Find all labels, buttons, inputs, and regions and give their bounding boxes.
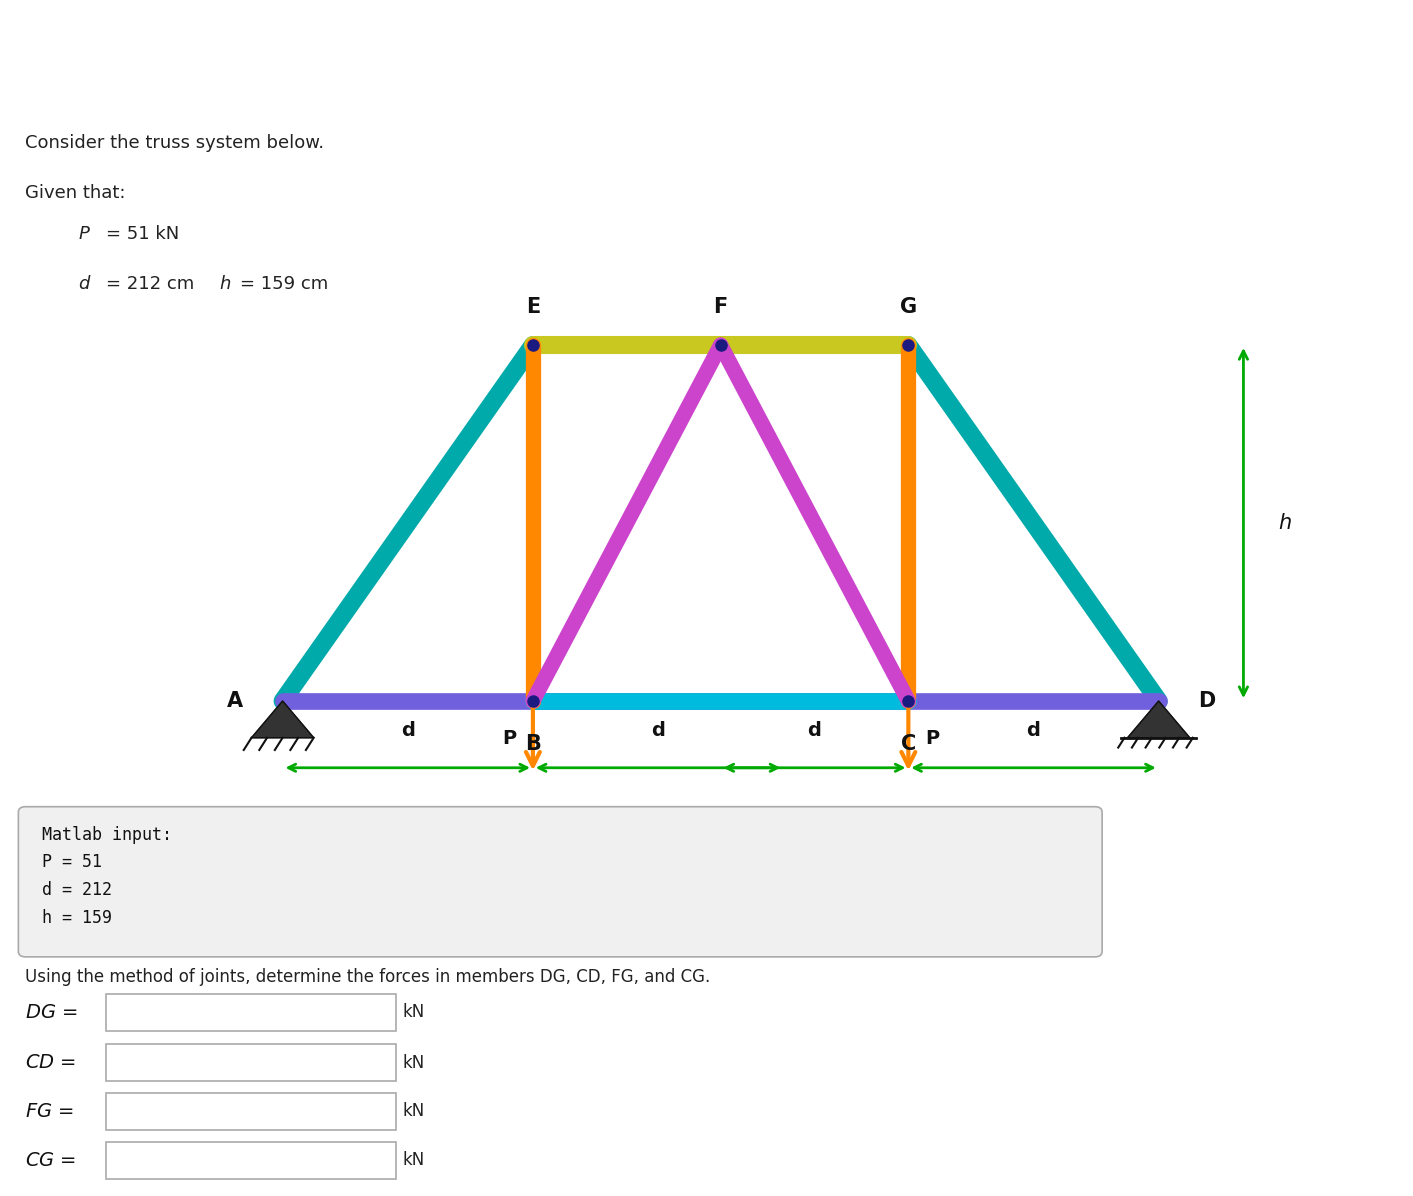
Text: $P$: $P$ (78, 225, 90, 243)
Text: kN: kN (403, 1152, 425, 1170)
Text: kN: kN (403, 1054, 425, 1072)
Text: h: h (1279, 513, 1291, 533)
Text: A: A (227, 691, 243, 712)
Text: P: P (926, 728, 940, 748)
Text: = 51 kN: = 51 kN (106, 225, 179, 243)
Text: $CD$ =: $CD$ = (25, 1052, 76, 1072)
Text: = 159 cm: = 159 cm (240, 275, 328, 293)
Text: $CG$ =: $CG$ = (25, 1151, 76, 1170)
Text: $h$: $h$ (219, 275, 232, 293)
Polygon shape (252, 701, 314, 738)
Text: B: B (526, 734, 541, 755)
Text: d: d (1027, 721, 1040, 740)
Text: kN: kN (403, 1003, 425, 1021)
Bar (106, 1142, 396, 1179)
Text: $d$: $d$ (78, 275, 92, 293)
Text: G: G (900, 298, 917, 317)
Text: d: d (651, 721, 666, 740)
Text: F: F (714, 298, 728, 317)
Text: = 212 cm: = 212 cm (106, 275, 194, 293)
Text: Consider the truss system below.: Consider the truss system below. (25, 134, 325, 152)
Text: $DG$ =: $DG$ = (25, 1003, 78, 1021)
Bar (106, 994, 396, 1031)
FancyBboxPatch shape (18, 807, 1102, 957)
Bar (106, 1044, 396, 1081)
Text: C: C (900, 734, 916, 755)
Text: E: E (526, 298, 540, 317)
Text: #13.10  Method Joints: #13.10 Method Joints (21, 30, 335, 54)
Polygon shape (1128, 701, 1190, 738)
Text: P: P (502, 728, 516, 748)
Text: Given that:: Given that: (25, 184, 126, 202)
Text: d: d (401, 721, 414, 740)
Text: Using the method of joints, determine the forces in members DG, CD, FG, and CG.: Using the method of joints, determine th… (25, 968, 711, 986)
Text: d: d (808, 721, 821, 740)
Text: D: D (1198, 691, 1215, 712)
Text: Matlab input:
P = 51
d = 212
h = 159: Matlab input: P = 51 d = 212 h = 159 (42, 825, 172, 927)
Text: kN: kN (403, 1103, 425, 1121)
Bar (106, 1093, 396, 1130)
Text: $FG$ =: $FG$ = (25, 1102, 75, 1121)
